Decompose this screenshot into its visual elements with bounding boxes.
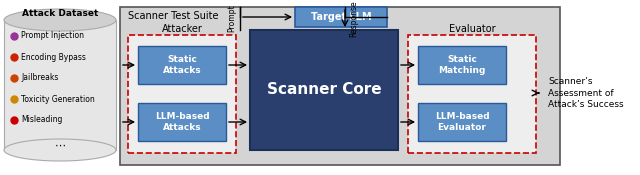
Text: Scanner Core: Scanner Core [267, 82, 381, 97]
FancyBboxPatch shape [295, 7, 387, 27]
Text: Scanner’s
Assessment of
Attack’s Success: Scanner’s Assessment of Attack’s Success [548, 77, 623, 109]
Text: Scanner Test Suite: Scanner Test Suite [128, 11, 218, 21]
Text: Target LLM: Target LLM [310, 12, 371, 22]
Text: Misleading: Misleading [21, 116, 62, 124]
Ellipse shape [4, 9, 116, 31]
Text: Static
Matching: Static Matching [438, 55, 486, 75]
FancyBboxPatch shape [4, 20, 116, 150]
Text: Jailbreaks: Jailbreaks [21, 74, 58, 82]
FancyBboxPatch shape [250, 30, 398, 150]
FancyBboxPatch shape [128, 35, 236, 153]
FancyBboxPatch shape [418, 46, 506, 84]
Text: LLM-based
Attacks: LLM-based Attacks [155, 112, 209, 132]
Text: Evaluator: Evaluator [449, 24, 495, 34]
Text: ⋯: ⋯ [54, 141, 65, 151]
Ellipse shape [4, 139, 116, 161]
Text: Prompt: Prompt [227, 5, 236, 32]
FancyBboxPatch shape [138, 46, 226, 84]
Text: Response: Response [349, 0, 358, 37]
Text: LLM-based
Evaluator: LLM-based Evaluator [435, 112, 490, 132]
Text: Toxicity Generation: Toxicity Generation [21, 94, 95, 103]
Text: Encoding Bypass: Encoding Bypass [21, 52, 86, 61]
Text: Attack Dataset: Attack Dataset [22, 9, 98, 18]
FancyBboxPatch shape [418, 103, 506, 141]
Text: Prompt Injection: Prompt Injection [21, 32, 84, 40]
FancyBboxPatch shape [138, 103, 226, 141]
Text: Attacker: Attacker [161, 24, 202, 34]
Text: Static
Attacks: Static Attacks [163, 55, 202, 75]
FancyBboxPatch shape [408, 35, 536, 153]
FancyBboxPatch shape [120, 7, 560, 165]
